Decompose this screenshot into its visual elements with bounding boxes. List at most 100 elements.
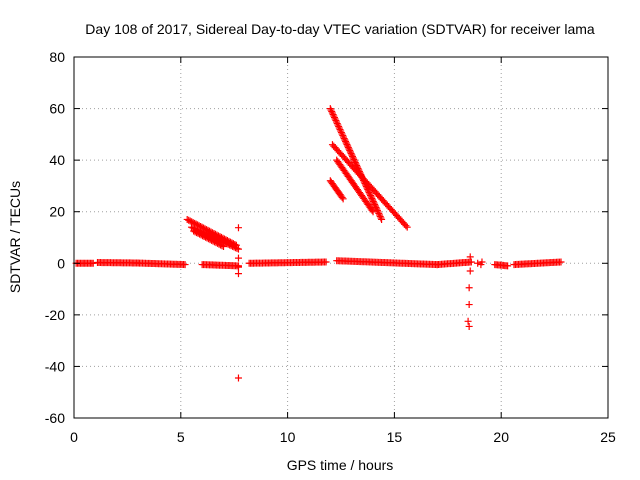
data-point: [334, 121, 342, 129]
data-point: [340, 135, 348, 143]
data-point: [234, 270, 242, 278]
data-point: [346, 147, 354, 155]
data-point: [348, 151, 356, 159]
data-point: [368, 194, 376, 202]
data-points: [72, 105, 565, 382]
data-point: [342, 139, 350, 147]
x-tick-label: 5: [177, 429, 185, 445]
data-point: [197, 231, 205, 239]
data-point: [234, 254, 242, 262]
data-point: [337, 129, 345, 137]
data-point: [366, 190, 374, 198]
data-point: [212, 239, 220, 247]
data-point: [368, 206, 376, 214]
data-point: [465, 322, 473, 330]
data-point: [465, 301, 473, 309]
data-point: [369, 197, 377, 205]
data-point: [345, 145, 353, 153]
data-point: [335, 124, 343, 132]
data-point: [327, 106, 335, 114]
data-point: [365, 188, 373, 196]
data-point: [339, 195, 347, 203]
y-tick-label: 0: [57, 255, 65, 271]
data-point: [183, 215, 191, 223]
data-point: [187, 223, 195, 231]
y-tick-label: -20: [45, 307, 65, 323]
data-point: [89, 259, 97, 267]
data-point: [344, 144, 352, 152]
data-point: [347, 150, 355, 158]
data-point: [467, 258, 475, 266]
x-tick-label: 20: [493, 429, 509, 445]
data-point: [326, 105, 334, 113]
data-point: [229, 242, 237, 250]
data-point: [402, 222, 410, 230]
data-point: [190, 227, 198, 235]
data-point: [343, 141, 351, 149]
y-tick-label: 20: [49, 204, 65, 220]
data-point: [322, 258, 330, 266]
data-point: [196, 230, 204, 238]
data-point: [234, 374, 242, 382]
data-point: [464, 317, 472, 325]
data-point: [185, 216, 193, 224]
data-point: [189, 224, 197, 232]
data-point: [557, 258, 565, 266]
data-point: [336, 126, 344, 134]
data-point: [367, 191, 374, 199]
data-point: [376, 211, 384, 219]
data-point: [339, 132, 347, 140]
data-point: [342, 138, 350, 146]
data-point: [338, 130, 346, 138]
data-point: [205, 235, 213, 243]
data-point: [215, 240, 223, 248]
data-point: [367, 193, 375, 201]
y-axis-label: SDTVAR / TECUs: [7, 181, 23, 293]
data-point: [337, 127, 345, 135]
data-point: [209, 237, 217, 245]
y-tick-label: 60: [49, 101, 65, 117]
data-point: [466, 253, 474, 261]
data-point: [403, 223, 411, 231]
data-point: [181, 261, 189, 269]
data-point: [372, 203, 380, 211]
data-point: [220, 243, 228, 251]
plot-frame: [73, 56, 609, 419]
data-point: [333, 118, 341, 126]
x-tick-label: 10: [280, 429, 296, 445]
data-point: [330, 114, 338, 122]
grid-lines: [74, 57, 608, 418]
data-point: [234, 245, 242, 253]
data-point: [191, 228, 199, 236]
data-point: [371, 202, 379, 210]
data-point: [329, 111, 337, 119]
data-point: [335, 123, 343, 131]
data-point: [202, 233, 210, 241]
data-point: [211, 238, 219, 246]
data-point: [370, 199, 378, 207]
data-point: [376, 212, 384, 220]
data-point: [333, 120, 341, 128]
data-point: [234, 263, 242, 271]
data-point: [339, 133, 347, 141]
data-point: [226, 241, 234, 249]
x-tick-label: 0: [70, 429, 78, 445]
data-point: [199, 232, 207, 240]
data-point: [369, 208, 377, 216]
data-point: [331, 115, 339, 123]
data-point: [330, 112, 338, 120]
data-point: [200, 232, 208, 240]
data-point: [465, 284, 473, 292]
data-point: [217, 241, 225, 249]
y-tick-labels: -60 -40 -20 0 20 40 60 80: [45, 49, 65, 426]
data-point: [341, 136, 349, 144]
data-point: [224, 240, 232, 248]
data-point: [193, 229, 201, 237]
x-axis-label: GPS time / hours: [287, 457, 394, 473]
chart-title: Day 108 of 2017, Sidereal Day-to-day VTE…: [85, 21, 595, 37]
data-point: [328, 109, 336, 117]
x-tick-label: 25: [600, 429, 616, 445]
data-point: [369, 196, 377, 204]
data-point: [206, 236, 214, 244]
data-point: [344, 142, 352, 150]
